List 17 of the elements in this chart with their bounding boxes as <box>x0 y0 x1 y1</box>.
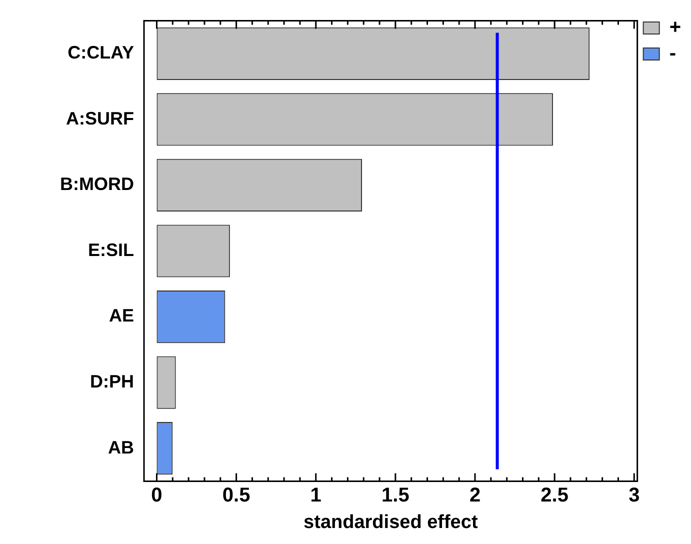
x-tick-label: 1 <box>310 484 322 507</box>
y-tick-label: B:MORD <box>60 174 134 194</box>
legend-label: - <box>669 42 676 65</box>
y-tick-label: A:SURF <box>66 108 134 128</box>
y-tick-label: D:PH <box>90 372 134 392</box>
x-tick-label: 2 <box>469 484 481 507</box>
y-tick-label: C:CLAY <box>68 42 134 63</box>
x-tick-label: 2.5 <box>540 484 568 507</box>
x-tick-label: 0.5 <box>222 484 250 507</box>
legend-label: + <box>669 16 682 39</box>
y-tick-label: AB <box>108 437 134 458</box>
y-tick-label: E:SIL <box>88 240 134 260</box>
x-tick-label: 0 <box>151 484 162 507</box>
x-tick-label: 1.5 <box>382 484 410 507</box>
x-tick-label: 3 <box>628 484 640 507</box>
x-axis-title: standardised effect <box>304 512 478 533</box>
y-tick-label: AE <box>108 306 134 326</box>
